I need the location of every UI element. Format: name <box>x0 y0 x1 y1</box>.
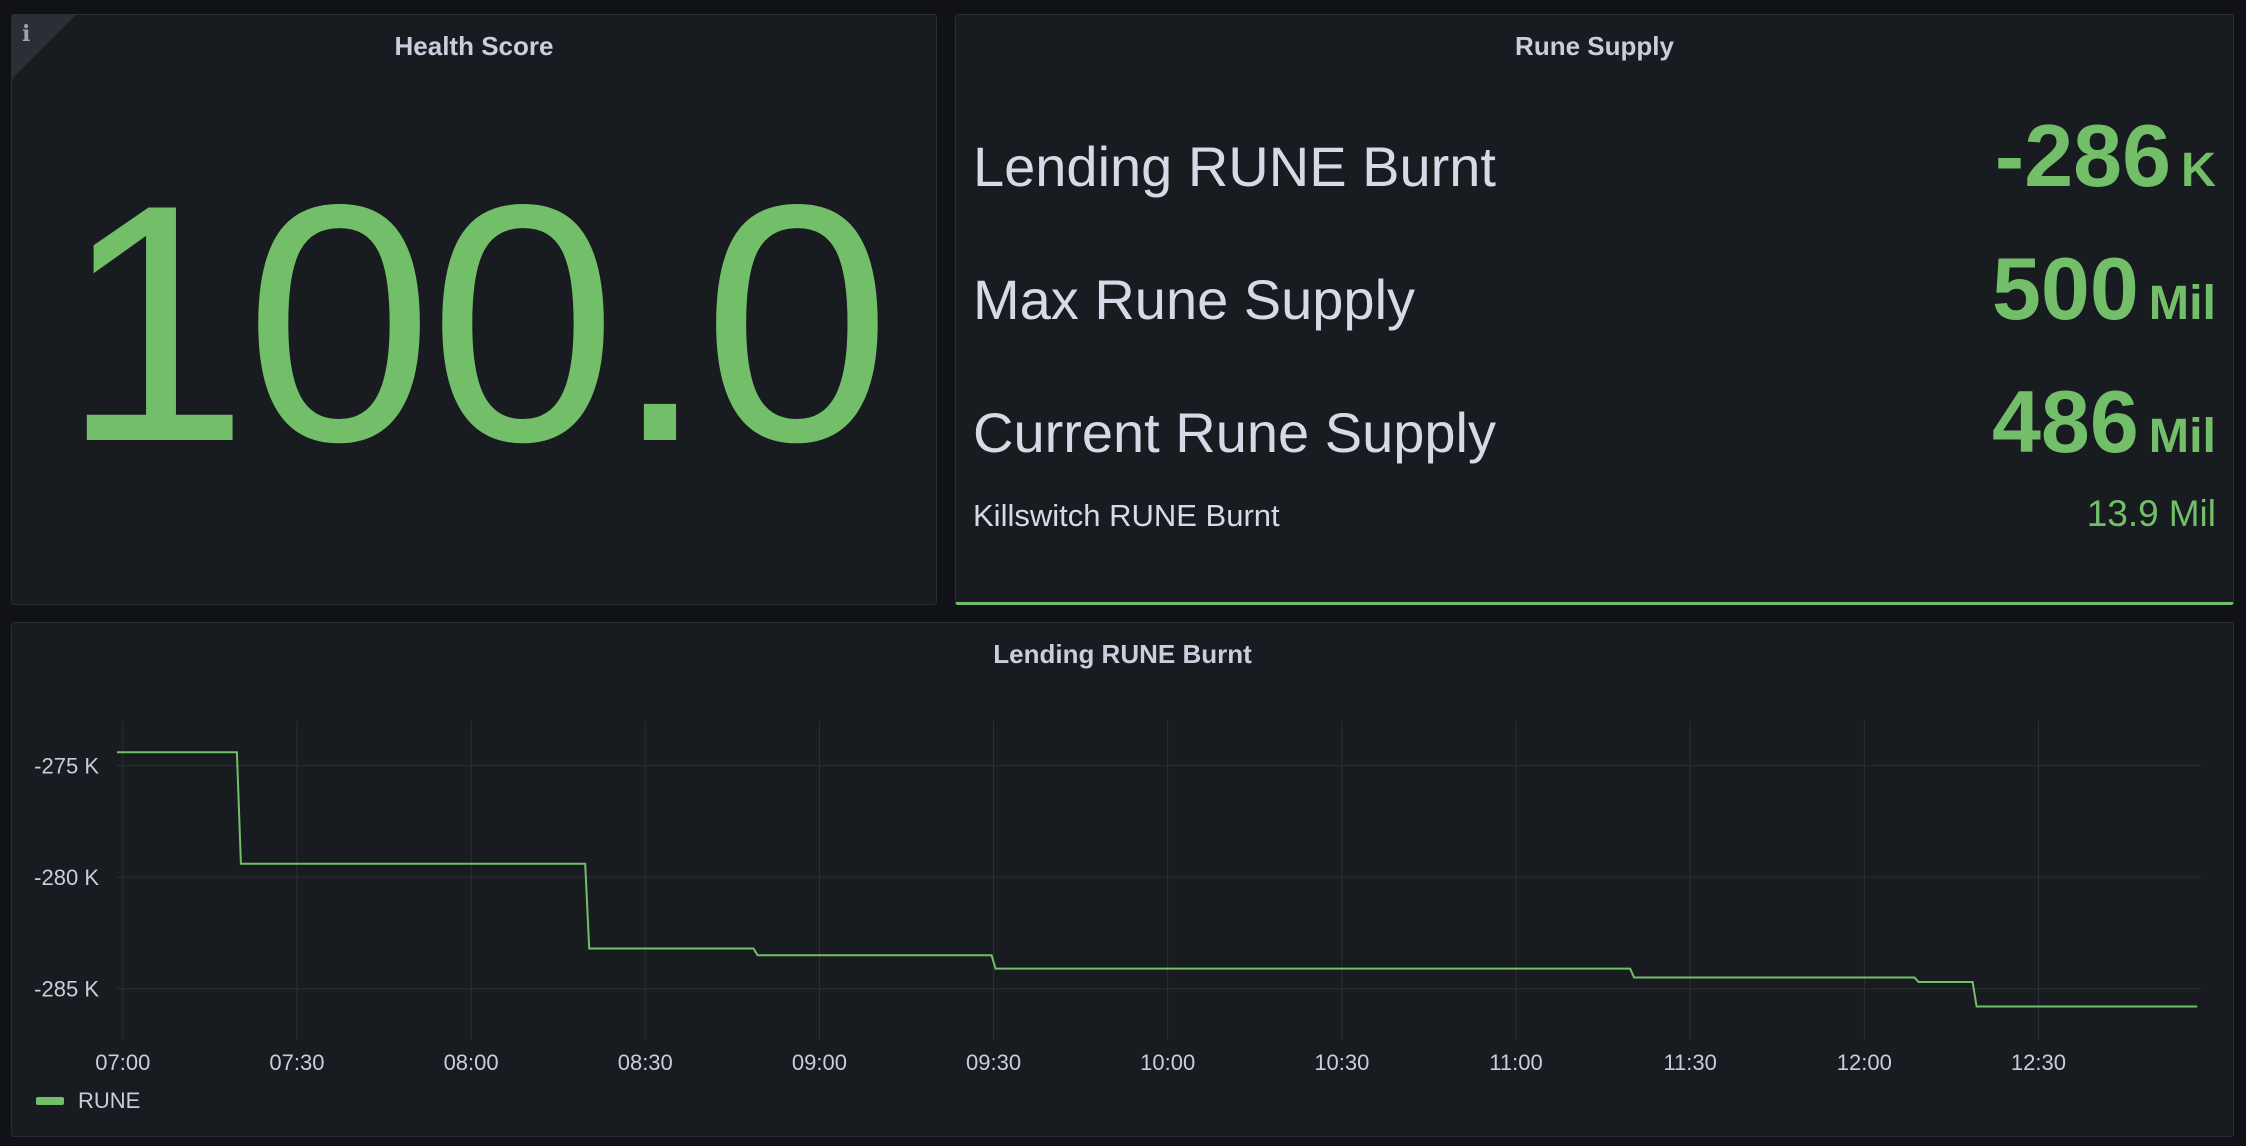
stat-unit: K <box>2181 143 2216 197</box>
time-series-chart[interactable]: 07:00 07:30 08:00 08:30 09:00 09:30 10:00 10:30… <box>12 623 2235 1138</box>
series-line-rune <box>117 751 2198 1008</box>
legend[interactable]: RUNE <box>36 1088 140 1114</box>
health-score-value: 100.0 <box>61 134 891 512</box>
x-tick-label: 12:30 <box>2011 1050 2066 1075</box>
x-tick-label: 09:30 <box>966 1050 1021 1075</box>
chart-title: Lending RUNE Burnt <box>993 639 1252 669</box>
x-tick-label: 12:00 <box>1837 1050 1892 1075</box>
x-tick-label: 11:00 <box>1489 1050 1542 1075</box>
stat-row-lending-burnt: Lending RUNE Burnt -286 K <box>973 105 2216 207</box>
x-tick-label: 07:30 <box>269 1050 324 1075</box>
legend-label[interactable]: RUNE <box>78 1088 141 1113</box>
stat-row-max-supply: Max Rune Supply 500 Mil <box>973 238 2216 340</box>
x-tick-label: 09:00 <box>792 1050 847 1075</box>
info-corner[interactable] <box>12 15 76 79</box>
stat-value: 486 Mil <box>1992 371 2216 473</box>
y-tick-label: -275 K <box>34 754 99 779</box>
x-tick-label: 10:00 <box>1140 1050 1195 1075</box>
stat-label: Lending RUNE Burnt <box>973 135 1496 198</box>
stat-row-killswitch-burnt: Killswitch RUNE Burnt 13.9 Mil <box>973 493 2216 535</box>
legend-swatch <box>36 1097 64 1105</box>
lending-rune-burnt-chart-panel: Lending RUNE Burnt 07:00 07:30 08:00 08:30 0… <box>11 622 2234 1137</box>
stat-number: 486 <box>1991 372 2139 471</box>
stat-number: 13.9 <box>2086 493 2159 534</box>
stat-value: 500 Mil <box>1992 238 2216 340</box>
stat-number: 500 <box>1991 239 2139 338</box>
stat-unit: Mil <box>2148 276 2216 330</box>
health-score-panel: i Health Score 100.0 <box>11 14 937 605</box>
rune-supply-panel: Rune Supply Lending RUNE Burnt -286 K Max… <box>955 14 2234 605</box>
stat-value: 13.9 Mil <box>2087 493 2216 535</box>
x-tick-label: 11:30 <box>1663 1050 1716 1075</box>
stat-row-current-supply: Current Rune Supply 486 Mil <box>973 371 2216 473</box>
panel-title: Health Score <box>394 31 554 61</box>
x-tick-label: 10:30 <box>1314 1050 1369 1075</box>
stat-label: Max Rune Supply <box>973 268 1416 331</box>
x-tick-label: 07:00 <box>95 1050 150 1075</box>
x-tick-label: 08:30 <box>618 1050 673 1075</box>
stat-unit: Mil <box>2168 493 2216 534</box>
stat-unit: Mil <box>2148 409 2216 463</box>
x-tick-label: 08:00 <box>444 1050 499 1075</box>
y-tick-label: -280 K <box>34 865 99 890</box>
info-icon[interactable]: i <box>22 21 31 47</box>
stat-label: Killswitch RUNE Burnt <box>973 498 1280 533</box>
y-tick-label: -285 K <box>34 977 99 1002</box>
panel-title: Rune Supply <box>1515 31 1674 61</box>
stat-label: Current Rune Supply <box>973 401 1496 464</box>
stat-value: -286 K <box>1995 105 2216 207</box>
stat-number: -286 <box>1994 106 2172 205</box>
